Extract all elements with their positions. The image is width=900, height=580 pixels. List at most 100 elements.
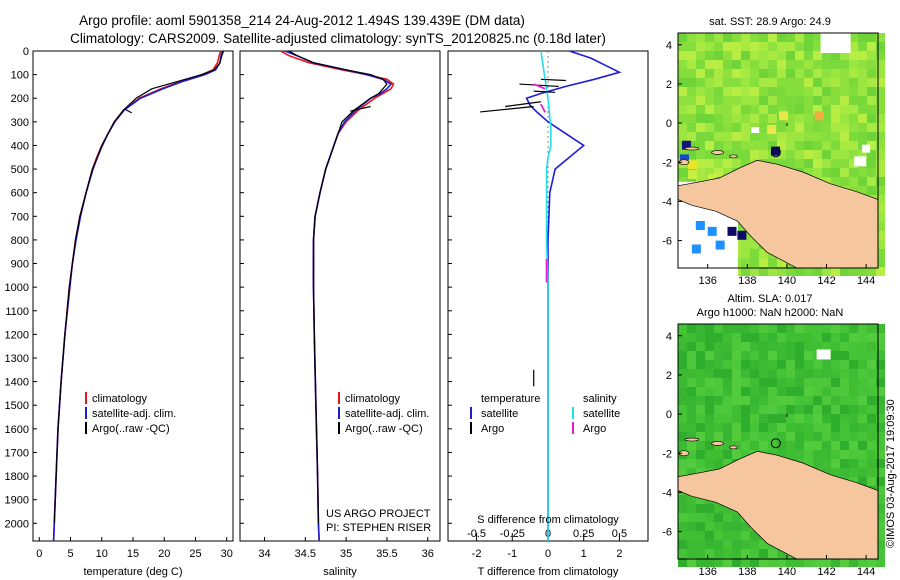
map-cell	[768, 78, 777, 87]
map-cell	[732, 87, 741, 96]
salinity-panel: 34 34.5 35 35.5 36 salinity climatology sate…	[239, 50, 441, 578]
map-cell	[867, 468, 876, 477]
map-cell	[831, 114, 840, 123]
temp-tick-label: 0	[36, 548, 42, 560]
map-cell	[804, 414, 813, 423]
map-cell	[741, 69, 750, 78]
map-cell	[849, 42, 858, 51]
map-cell	[867, 360, 876, 369]
map-cell	[822, 96, 831, 105]
map-cell	[705, 441, 714, 450]
map-cell	[750, 105, 759, 114]
map-cell	[741, 150, 750, 159]
map-cell	[723, 33, 732, 42]
map-cell	[696, 441, 705, 450]
map-cell	[768, 423, 777, 432]
map-cell	[759, 369, 768, 378]
map-cell	[759, 423, 768, 432]
salinity-xlabel: salinity	[323, 566, 357, 578]
temp-tick-label: 25	[189, 548, 201, 560]
map-cell	[849, 123, 858, 132]
temp-tick-label: 20	[158, 548, 170, 560]
map-cell	[813, 558, 822, 567]
map-cell	[849, 150, 858, 159]
map-cell	[714, 432, 723, 441]
map-cell	[678, 42, 687, 51]
no-data-patch	[854, 156, 867, 167]
depth-tick-label: 1700	[5, 447, 29, 459]
difference-panel: -2 -1 0 1 2 -0.5 -0.25 0 0.25 0.5 S difference f…	[447, 50, 649, 578]
map-cell	[876, 468, 885, 477]
map-cell	[759, 249, 768, 258]
map-cell	[831, 369, 840, 378]
map-cell	[813, 51, 822, 60]
sal-tick-label: 35	[340, 548, 352, 560]
map-cell	[696, 150, 705, 159]
sla-map-subtitle: Argo h1000: NaN h2000: NaN	[697, 307, 844, 319]
map-cell	[849, 33, 858, 42]
map-cell	[786, 87, 795, 96]
map-cell	[795, 378, 804, 387]
map-cell	[741, 342, 750, 351]
map-cell	[867, 378, 876, 387]
sla-y-ticks: 4 2 0 -2 -4 -6	[662, 331, 788, 539]
map-cell	[849, 441, 858, 450]
map-cell	[741, 405, 750, 414]
map-cell	[678, 558, 687, 567]
map-cell	[804, 78, 813, 87]
legend-satellite: satellite-adj. clim.	[345, 408, 429, 420]
map-cell	[786, 123, 795, 132]
map-cell	[867, 42, 876, 51]
map-cell	[858, 96, 867, 105]
map-cell	[831, 96, 840, 105]
map-cell	[768, 258, 777, 267]
map-cell	[867, 141, 876, 150]
map-cell	[786, 441, 795, 450]
map-cell	[759, 267, 768, 276]
map-cell	[795, 60, 804, 69]
map-cell	[876, 33, 885, 42]
map-cell	[876, 51, 885, 60]
map-cell	[741, 78, 750, 87]
map-cell	[696, 351, 705, 360]
map-cell	[723, 132, 732, 141]
map-cell	[840, 333, 849, 342]
map-cell	[777, 396, 786, 405]
temperature-line-argo	[53, 50, 225, 524]
map-cell	[750, 549, 759, 558]
map-cell	[786, 387, 795, 396]
map-cell	[795, 114, 804, 123]
map-cell	[858, 123, 867, 132]
map-cell	[804, 69, 813, 78]
map-cell	[678, 387, 687, 396]
no-data-patch	[820, 33, 851, 53]
map-cell	[786, 159, 795, 168]
map-cell	[813, 267, 822, 276]
map-cell	[741, 360, 750, 369]
map-x-tick-label: 140	[778, 275, 796, 287]
map-cell	[723, 168, 732, 177]
depth-tick-label: 1300	[5, 353, 29, 365]
map-cell	[759, 324, 768, 333]
header-line-2: Climatology: CARS2009. Satellite-adjuste…	[70, 31, 606, 46]
map-cell	[759, 360, 768, 369]
map-cell	[840, 132, 849, 141]
map-cell	[795, 42, 804, 51]
map-cell	[678, 549, 687, 558]
map-cell	[795, 405, 804, 414]
map-cell	[687, 423, 696, 432]
map-cell	[723, 333, 732, 342]
map-cell	[678, 51, 687, 60]
map-cell	[813, 123, 822, 132]
map-cell	[732, 333, 741, 342]
map-cell	[822, 333, 831, 342]
map-cell	[822, 69, 831, 78]
map-cell	[732, 78, 741, 87]
map-cell	[804, 33, 813, 42]
map-cell	[876, 141, 885, 150]
map-cell	[759, 60, 768, 69]
map-y-tick-label: -6	[662, 236, 672, 248]
temperature-x-ticks: 0 5 10 15 20 25 30	[36, 537, 233, 560]
map-cell	[813, 141, 822, 150]
project-annotation: US ARGO PROJECT	[326, 508, 431, 520]
